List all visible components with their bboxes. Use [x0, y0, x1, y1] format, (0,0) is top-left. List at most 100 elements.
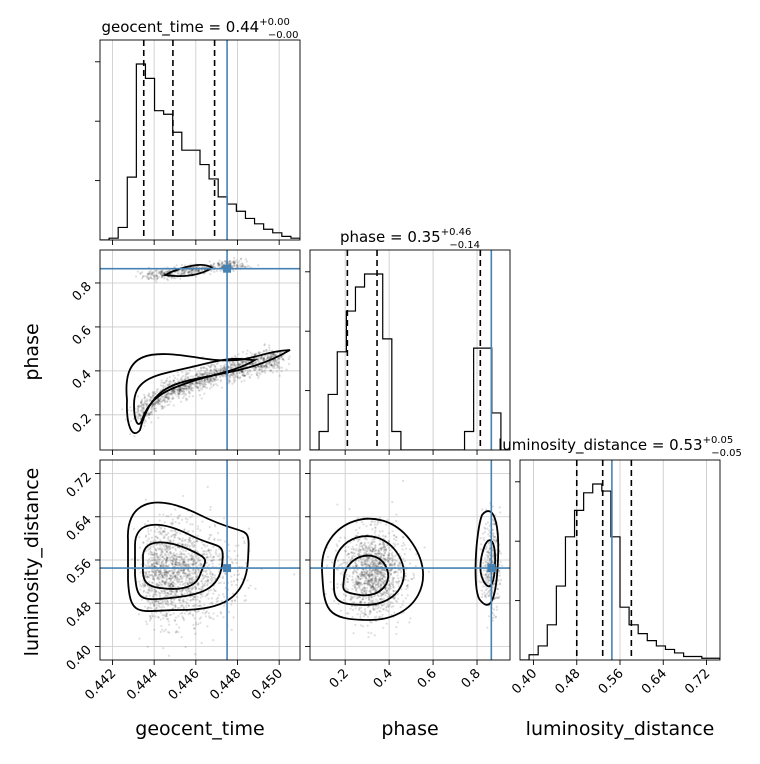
sample-point: [130, 409, 132, 411]
sample-point: [202, 385, 204, 387]
sample-point: [167, 593, 169, 595]
sample-point: [381, 594, 383, 596]
sample-point: [174, 583, 176, 585]
sample-point: [348, 575, 350, 577]
sample-point: [145, 400, 147, 402]
sample-point: [179, 602, 181, 604]
sample-point: [215, 383, 217, 385]
title-sub: −0.14: [449, 240, 480, 251]
sample-point: [280, 370, 282, 372]
sample-point: [166, 565, 168, 567]
sample-point: [364, 608, 366, 610]
sample-point: [173, 590, 175, 592]
sample-point: [138, 536, 140, 538]
sample-point: [146, 623, 148, 625]
sample-point: [210, 549, 212, 551]
sample-point: [371, 587, 373, 589]
sample-point: [393, 572, 395, 574]
sample-point: [176, 578, 178, 580]
sample-point: [346, 578, 348, 580]
sample-point: [163, 581, 165, 583]
sample-point: [181, 605, 183, 607]
sample-point: [160, 382, 162, 384]
sample-point: [377, 607, 379, 609]
sample-point: [200, 563, 202, 565]
sample-point: [392, 586, 394, 588]
sample-point: [129, 406, 131, 408]
sample-point: [351, 616, 353, 618]
sample-point: [269, 370, 271, 372]
sample-point: [148, 558, 150, 560]
sample-point: [347, 581, 349, 583]
sample-point: [383, 608, 385, 610]
sample-point: [481, 508, 483, 510]
sample-point: [250, 374, 252, 376]
sample-point: [362, 565, 364, 567]
sample-point: [339, 537, 341, 539]
sample-point: [160, 618, 162, 620]
sample-point: [152, 392, 154, 394]
sample-point: [391, 501, 393, 503]
sample-point: [164, 528, 166, 530]
sample-point: [177, 581, 179, 583]
sample-point: [192, 598, 194, 600]
sample-point: [351, 588, 353, 590]
sample-point: [252, 363, 254, 365]
sample-point: [367, 632, 369, 634]
sample-point: [381, 604, 383, 606]
title-geocent-time: geocent_time = 0.44+0.00−0.00: [102, 17, 299, 41]
sample-point: [173, 539, 175, 541]
x-tick-label: 0.446: [166, 666, 203, 703]
sample-point: [201, 266, 203, 268]
sample-point: [207, 578, 209, 580]
sample-point: [206, 625, 208, 627]
sample-point: [182, 397, 184, 399]
sample-point: [201, 388, 203, 390]
sample-point: [164, 405, 166, 407]
sample-point: [364, 558, 366, 560]
sample-point: [197, 623, 199, 625]
sample-point: [228, 611, 230, 613]
sample-point: [160, 612, 162, 614]
sample-point: [165, 592, 167, 594]
sample-point: [212, 574, 214, 576]
sample-point: [489, 525, 491, 527]
sample-point: [155, 410, 157, 412]
sample-point: [397, 577, 399, 579]
sample-point: [155, 544, 157, 546]
sample-point: [216, 368, 218, 370]
sample-point: [245, 258, 247, 260]
sample-point: [187, 376, 189, 378]
sample-point: [151, 408, 153, 410]
sample-point: [156, 557, 158, 559]
sample-point: [358, 582, 360, 584]
sample-point: [379, 517, 381, 519]
sample-point: [197, 560, 199, 562]
sample-point: [385, 592, 387, 594]
sample-point: [336, 583, 338, 585]
sample-point: [231, 629, 233, 631]
sample-point: [200, 597, 202, 599]
sample-point: [381, 614, 383, 616]
sample-point: [387, 604, 389, 606]
sample-point: [170, 277, 172, 279]
sample-point: [165, 574, 167, 576]
sample-point: [232, 361, 234, 363]
sample-point: [377, 575, 379, 577]
sample-point: [415, 553, 417, 555]
sample-point: [374, 523, 376, 525]
sample-point: [184, 376, 186, 378]
sample-point: [147, 646, 149, 648]
sample-point: [360, 624, 362, 626]
sample-point: [223, 517, 225, 519]
sample-point: [346, 554, 348, 556]
sample-point: [386, 623, 388, 625]
sample-point: [155, 593, 157, 595]
sample-point: [152, 271, 154, 273]
sample-point: [177, 374, 179, 376]
sample-point: [155, 550, 157, 552]
sample-point: [172, 521, 174, 523]
sample-point: [373, 595, 375, 597]
sample-point: [261, 368, 263, 370]
